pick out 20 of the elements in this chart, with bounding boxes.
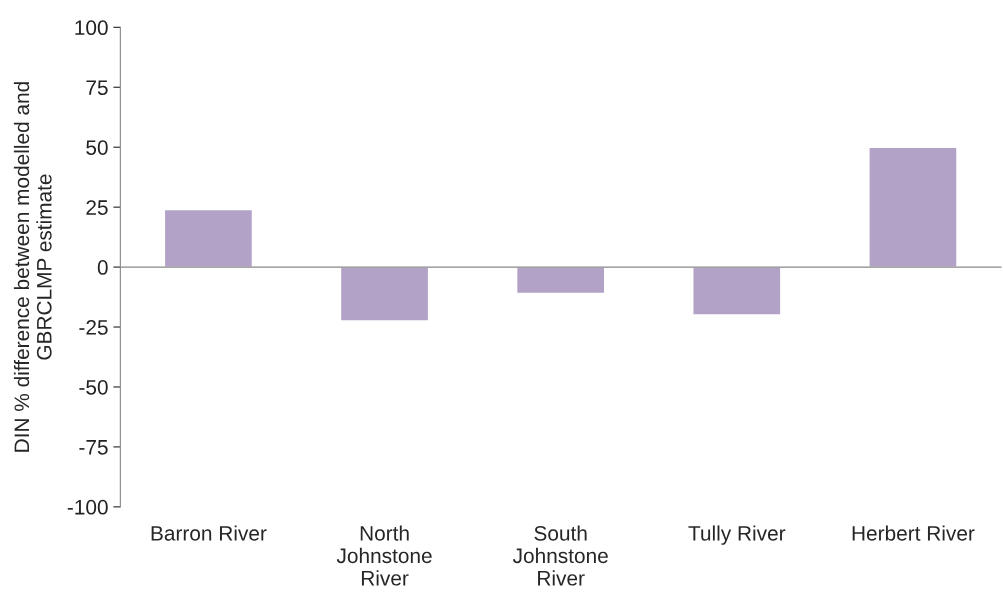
y-tick-label: 50 [86, 140, 108, 155]
x-tick-label: Tully River [688, 525, 786, 545]
y-tick-label: -100 [67, 499, 108, 515]
bar [868, 146, 958, 268]
bar [163, 208, 254, 268]
bar [515, 266, 606, 295]
y-tick-label: 0 [97, 260, 108, 275]
x-tick-label: South Johnstone River [512, 525, 608, 586]
y-axis-title: DIN % difference between modelled and GBRCLMP estimate [13, 82, 52, 452]
y-tick-label: 100 [75, 20, 108, 36]
y-tick-label: 75 [86, 80, 108, 96]
bar [692, 266, 782, 316]
bar [339, 266, 430, 322]
y-tick-label: -25 [79, 320, 108, 335]
y-tick-label: 25 [86, 200, 108, 215]
y-tick-label: -75 [79, 440, 108, 455]
x-tick-label: Barron River [151, 525, 267, 541]
y-tick-label: -50 [79, 379, 108, 395]
x-tick-label: North Johnstone River [336, 525, 432, 586]
x-tick-label: Herbert River [852, 525, 975, 541]
